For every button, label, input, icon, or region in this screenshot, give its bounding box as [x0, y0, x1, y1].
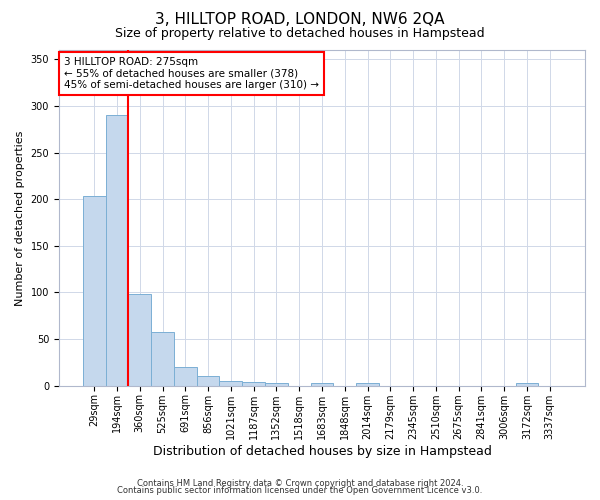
Y-axis label: Number of detached properties: Number of detached properties: [15, 130, 25, 306]
Text: Contains public sector information licensed under the Open Government Licence v3: Contains public sector information licen…: [118, 486, 482, 495]
Bar: [106, 116, 128, 386]
Bar: [265, 383, 288, 386]
Bar: [220, 381, 242, 386]
Text: Contains HM Land Registry data © Crown copyright and database right 2024.: Contains HM Land Registry data © Crown c…: [137, 478, 463, 488]
Bar: [515, 383, 538, 386]
X-axis label: Distribution of detached houses by size in Hampstead: Distribution of detached houses by size …: [152, 444, 491, 458]
Bar: [128, 294, 151, 386]
Bar: [174, 367, 197, 386]
Text: Size of property relative to detached houses in Hampstead: Size of property relative to detached ho…: [115, 28, 485, 40]
Bar: [356, 383, 379, 386]
Bar: [311, 383, 334, 386]
Bar: [151, 332, 174, 386]
Bar: [83, 196, 106, 386]
Text: 3, HILLTOP ROAD, LONDON, NW6 2QA: 3, HILLTOP ROAD, LONDON, NW6 2QA: [155, 12, 445, 28]
Text: 3 HILLTOP ROAD: 275sqm
← 55% of detached houses are smaller (378)
45% of semi-de: 3 HILLTOP ROAD: 275sqm ← 55% of detached…: [64, 56, 319, 90]
Bar: [242, 382, 265, 386]
Bar: [197, 376, 220, 386]
